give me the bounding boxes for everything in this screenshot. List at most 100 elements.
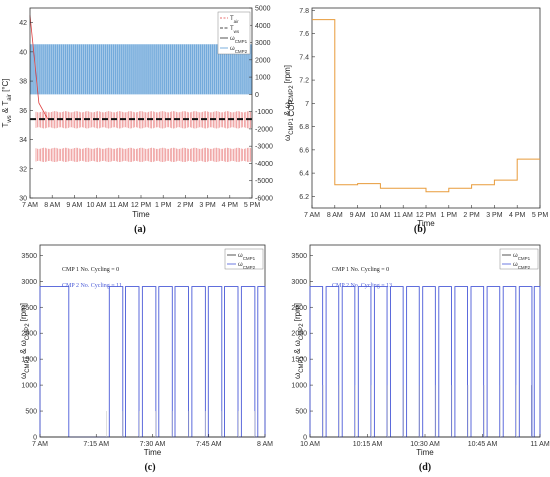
legend-entry: Tws — [230, 26, 240, 34]
legend-entry: ωCMP1 — [230, 36, 248, 44]
xtick-label: 4 PM — [222, 202, 239, 209]
ytick-label: 6.4 — [299, 171, 309, 178]
legend-entry: ωCMP2 — [238, 262, 256, 270]
ytick-right-label: 4000 — [255, 23, 271, 30]
ylabel-left-a: Tws & Tair [°C] — [1, 78, 13, 127]
ytick-right-label: 5000 — [255, 6, 271, 13]
panel-label-a: (a) — [134, 224, 146, 235]
ytick-right-label: -4000 — [255, 161, 273, 168]
cmp1-faint-spikes — [106, 411, 256, 437]
ytick-left-label: 30 — [19, 196, 27, 203]
ytick-left-label: 38 — [19, 79, 27, 86]
xtick-label: 12 PM — [131, 202, 151, 209]
xtick-label: 7:15 AM — [83, 441, 109, 448]
tair-start-line — [29, 15, 49, 120]
ytick-right-label: 1000 — [255, 75, 271, 82]
ytick-label: 7.6 — [299, 31, 309, 38]
xtick-label: 10:15 AM — [353, 441, 383, 448]
ytick-label: 2500 — [21, 305, 37, 312]
ytick-label: 7.4 — [299, 54, 309, 61]
ytick-label: 7.2 — [299, 78, 309, 85]
panel-label: (c) — [144, 462, 155, 473]
ytick-left-label: 32 — [19, 166, 27, 173]
legend-a — [217, 11, 251, 55]
ytick-label: 2500 — [291, 305, 307, 312]
ytick-label: 1500 — [291, 357, 307, 364]
xtick-label: 9 AM — [350, 212, 366, 219]
ytick-label: 7.8 — [299, 8, 309, 15]
xtick-label: 10 AM — [370, 212, 390, 219]
legend-entry: ωCMP1 — [238, 253, 256, 261]
legend-entry: ωCMP1 — [513, 253, 531, 261]
xtick-label: 11 AM — [109, 202, 128, 209]
xtick-label: 8 AM — [44, 202, 60, 209]
xtick-label: 3 PM — [486, 212, 503, 219]
ytick-left-label: 36 — [19, 108, 27, 115]
xtick-label: 10:30 AM — [410, 441, 440, 448]
tair-band-lower — [35, 147, 253, 163]
ytick-label: 0 — [303, 435, 307, 442]
legend-entry: ωCMP2 — [230, 46, 248, 54]
ytick-label: 2000 — [291, 331, 307, 338]
ytick-left-label: 40 — [19, 49, 27, 56]
xtick-label: 7 AM — [22, 202, 38, 209]
cmp1-faint-spikes — [322, 385, 532, 437]
ylabel: ωCMP1 & ωCMP2 [rpm] — [293, 303, 305, 379]
xtick-label: 7:30 AM — [140, 441, 166, 448]
xtick-label: 5 PM — [532, 212, 549, 219]
ytick-right-label: -2000 — [255, 126, 273, 133]
annotation-cmp1: CMP 1 No. Cycling = 0 — [62, 267, 119, 273]
ytick-right-label: -1000 — [255, 109, 273, 116]
ytick-label: 1000 — [291, 383, 307, 390]
axes-box-d — [309, 244, 541, 438]
xlabel-b: Time — [417, 219, 435, 228]
xtick-label: 8 AM — [257, 441, 273, 448]
ytick-right-label: -5000 — [255, 178, 273, 185]
ytick-right-label: -6000 — [255, 196, 273, 203]
ytick-label: 7 — [305, 101, 309, 108]
annotation-cmp1: CMP 1 No. Cycling = 0 — [332, 267, 389, 273]
xtick-label: 2 PM — [463, 212, 480, 219]
xlabel: Time — [144, 448, 162, 457]
xtick-label: 4 PM — [509, 212, 526, 219]
legend-entry: Tair — [230, 16, 239, 24]
xtick-label: 10 AM — [87, 202, 107, 209]
xtick-label: 10:45 AM — [468, 441, 498, 448]
ytick-label: 1500 — [21, 357, 37, 364]
ytick-label: 6.6 — [299, 147, 309, 154]
ytick-right-label: 0 — [255, 92, 259, 99]
ytick-label: 3000 — [291, 279, 307, 286]
panel-label: (d) — [419, 462, 431, 473]
xtick-label: 9 AM — [66, 202, 82, 209]
ylabel-right-a: ωCMP1 & ωCMP2 [rpm] — [283, 65, 295, 141]
xtick-label: 12 PM — [416, 212, 436, 219]
xtick-label: 3 PM — [199, 202, 216, 209]
ytick-left-label: 34 — [19, 137, 27, 144]
ytick-label: 3500 — [21, 253, 37, 260]
xtick-label: 11 AM — [530, 441, 549, 448]
ytick-label: 3000 — [21, 279, 37, 286]
xlabel: Time — [416, 448, 434, 457]
xlabel-a: Time — [132, 210, 150, 219]
ytick-right-label: -3000 — [255, 144, 273, 151]
ytick-label: 6.8 — [299, 124, 309, 131]
cmp2-square-wave — [309, 286, 541, 438]
axes-box-c — [39, 244, 266, 438]
ytick-label: 6.2 — [299, 194, 309, 201]
xtick-label: 2 PM — [177, 202, 194, 209]
ylabel-b: COP — [287, 99, 296, 116]
ytick-label: 3500 — [291, 253, 307, 260]
xtick-label: 11 AM — [394, 212, 413, 219]
xtick-label: 7:45 AM — [196, 441, 222, 448]
xtick-label: 1 PM — [441, 212, 458, 219]
ytick-label: 500 — [295, 409, 307, 416]
ytick-label: 0 — [33, 435, 37, 442]
ytick-left-label: 42 — [19, 20, 27, 27]
legend-entry: ωCMP2 — [513, 262, 531, 270]
ylabel: ωCMP1 & ωCMP2 [rpm] — [19, 303, 31, 379]
annotation-cmp2: CMP 2 No. Cycling = 13 — [332, 283, 392, 289]
xtick-label: 7 AM — [32, 441, 48, 448]
annotation-cmp2: CMP 2 No. Cycling = 11 — [62, 283, 122, 289]
ytick-right-label: 3000 — [255, 40, 271, 47]
